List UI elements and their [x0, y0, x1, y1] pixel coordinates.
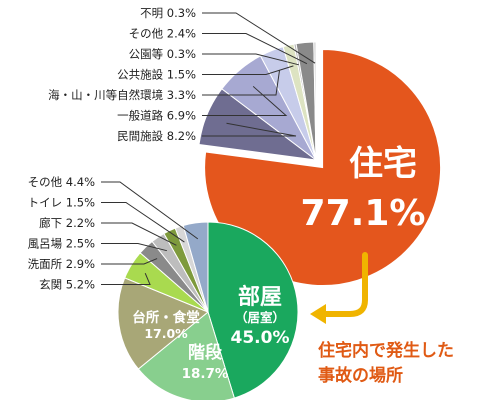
small-pie-room-label: 部屋: [238, 284, 282, 310]
small-pie-label-6: 廊下 2.2%: [39, 216, 95, 230]
big-pie-label-4: 公共施設 1.5%: [117, 68, 196, 82]
connector-arrow-head: [310, 304, 326, 324]
small-pie-stairs-value: 18.7%: [182, 366, 229, 382]
small-pie-slice-0: [207, 221, 299, 399]
small-pie-kitchen-label: 台所・食堂: [132, 309, 200, 326]
big-pie: [198, 41, 442, 286]
big-pie-main-label: 住宅: [349, 144, 417, 184]
big-pie-label-6: その他 2.4%: [129, 27, 196, 41]
small-pie-label-7: トイレ 1.5%: [28, 196, 95, 210]
small-pie-leader-7: [101, 202, 185, 243]
small-pie-room-value: 45.0%: [231, 328, 290, 348]
big-pie-leader-1: [202, 122, 297, 137]
small-pie-label-4: 洗面所 2.9%: [28, 257, 95, 271]
small-pie-slice-2: [117, 277, 209, 370]
small-pie-leader-8: [101, 181, 199, 240]
small-pie-slice-8: [182, 221, 209, 313]
big-pie-leader-6: [202, 33, 308, 65]
small-pie-leader-6: [101, 222, 177, 246]
big-pie-label-1: 民間施設 8.2%: [117, 129, 196, 143]
small-pie-leader-5: [101, 243, 168, 252]
big-pie-main-value: 77.1%: [301, 193, 426, 234]
big-pie-label-2: 一般道路 6.9%: [117, 109, 196, 123]
small-pie-leader-4: [101, 258, 158, 265]
big-pie-label-7: 不明 0.3%: [140, 6, 196, 20]
big-pie-leader-7: [202, 12, 316, 64]
small-pie-kitchen-value: 17.0%: [144, 326, 188, 341]
small-pie-leaders: その他 4.4% トイレ 1.5% 廊下 2.2% 風呂場 2.5% 洗面所 2.9% 玄…: [28, 175, 199, 292]
big-pie-leader-5: [202, 53, 299, 66]
small-pie-label-5: 風呂場 2.5%: [28, 237, 95, 251]
small-pie-label-8: その他 4.4%: [28, 175, 95, 189]
small-pie-leader-3: [101, 273, 151, 285]
small-pie-label-3: 玄関 5.2%: [39, 278, 95, 292]
big-pie-label-3: 海・山・川等自然環境 3.3%: [48, 88, 196, 102]
big-pie-slice-7: [313, 41, 317, 161]
small-pie: [117, 221, 299, 400]
caption-line-1: 住宅内で発生した: [318, 340, 454, 361]
small-pie-stairs-label: 階段: [188, 342, 222, 363]
connector-arrow: [319, 252, 368, 317]
caption-line-2: 事故の場所: [318, 365, 403, 386]
big-pie-leader-2: [202, 86, 288, 116]
big-pie-label-5: 公園等 0.3%: [129, 47, 196, 61]
big-pie-leaders: 不明 0.3% その他 2.4% 公園等 0.3% 公共施設 1.5% 海・山・川等自然…: [48, 6, 316, 143]
big-pie-leader-4: [202, 65, 294, 75]
small-pie-room-sublabel: （居室）: [235, 310, 285, 325]
big-pie-leader-3: [202, 70, 280, 96]
